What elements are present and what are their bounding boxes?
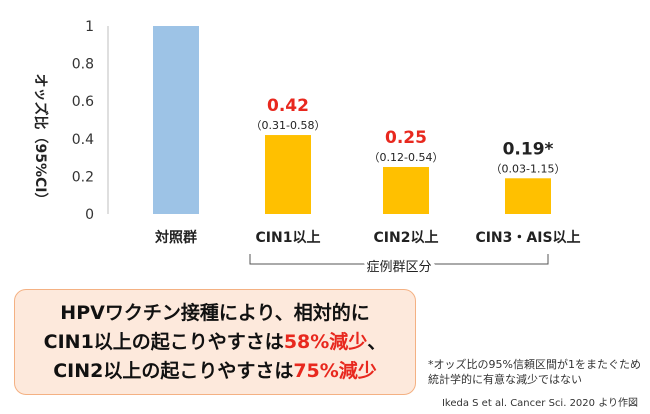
group-label: 症例群区分 (366, 260, 431, 275)
y-tick-label: 1 (85, 19, 94, 35)
reduction-highlight-cin1: 58%減少 (283, 330, 368, 353)
y-tick-label: 0.8 (72, 57, 94, 73)
footnote-line-2: 統計学的に有意な減少ではない (428, 373, 582, 386)
ci-label: （0.03-1.15） (491, 162, 566, 175)
summary-box: HPVワクチン接種により、相対的に CIN1以上の起こりやすさは58%減少、 C… (14, 289, 416, 395)
ci-label: （0.12-0.54） (369, 151, 444, 164)
y-tick-label: 0.4 (72, 132, 94, 148)
source-citation: Ikeda S et al. Cancer Sci. 2020 より作図 (441, 398, 638, 409)
y-axis: 0 0.2 0.4 0.6 0.8 1 (72, 19, 109, 223)
category-label: 対照群 (154, 229, 197, 246)
bar (383, 167, 429, 214)
bar (265, 135, 311, 214)
bars (153, 26, 551, 214)
value-label: 0.42 (267, 96, 309, 116)
bar-labels: 0.42 （0.31-0.58） 0.25 （0.12-0.54） 0.19* （0.03… (251, 96, 566, 175)
value-label: 0.19* (503, 139, 554, 159)
bar (153, 26, 199, 214)
summary-line-2: CIN1以上の起こりやすさは58%減少、 (43, 330, 387, 353)
odds-ratio-bar-chart: 0 0.2 0.4 0.6 0.8 1 オッズ比（95%CI） 0.42 （0.31-0.5… (32, 19, 581, 275)
category-label: CIN2以上 (374, 230, 439, 246)
group-bracket (249, 254, 549, 265)
y-tick-label: 0.2 (72, 169, 94, 185)
footnote-line-1: *オッズ比の95%信頼区間が1をまたぐため (428, 358, 641, 371)
y-tick-label: 0.6 (72, 94, 94, 110)
x-axis-labels: 対照群 CIN1以上 CIN2以上 CIN3・AIS以上 (154, 229, 581, 246)
value-label: 0.25 (385, 128, 427, 148)
reduction-highlight-cin2: 75%減少 (293, 359, 377, 382)
category-label: CIN1以上 (256, 230, 321, 246)
category-label: CIN3・AIS以上 (475, 230, 580, 246)
bar (505, 178, 551, 214)
summary-line-1: HPVワクチン接種により、相対的に (60, 301, 370, 324)
summary-line-3: CIN2以上の起こりやすさは75%減少 (53, 359, 377, 382)
footnote: *オッズ比の95%信頼区間が1をまたぐため 統計学的に有意な減少ではない (428, 357, 641, 387)
ci-label: （0.31-0.58） (251, 119, 326, 132)
y-tick-label: 0 (85, 207, 94, 223)
y-axis-label: オッズ比（95%CI） (32, 74, 49, 207)
